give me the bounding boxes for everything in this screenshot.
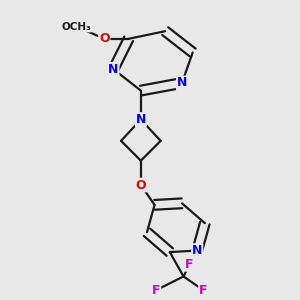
- Text: N: N: [136, 113, 146, 126]
- Text: N: N: [192, 244, 202, 257]
- Text: F: F: [185, 258, 194, 271]
- Text: O: O: [99, 32, 110, 45]
- Text: N: N: [108, 63, 118, 76]
- Text: F: F: [152, 284, 160, 297]
- Text: O: O: [136, 178, 146, 191]
- Text: N: N: [177, 76, 187, 89]
- Text: OCH₃: OCH₃: [62, 22, 92, 32]
- Text: F: F: [199, 284, 208, 297]
